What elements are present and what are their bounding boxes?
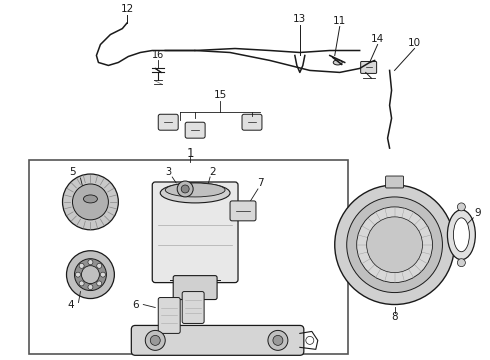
Circle shape xyxy=(79,281,84,286)
FancyBboxPatch shape xyxy=(185,122,205,138)
Ellipse shape xyxy=(453,218,469,252)
Circle shape xyxy=(145,330,165,350)
Text: 4: 4 xyxy=(67,300,74,310)
Text: 14: 14 xyxy=(371,33,384,44)
FancyBboxPatch shape xyxy=(158,298,180,333)
Text: 16: 16 xyxy=(152,50,164,60)
FancyBboxPatch shape xyxy=(386,176,404,188)
FancyBboxPatch shape xyxy=(230,201,256,221)
Ellipse shape xyxy=(83,195,98,203)
Text: 15: 15 xyxy=(214,90,227,100)
Text: 11: 11 xyxy=(333,15,346,26)
Text: 8: 8 xyxy=(391,312,398,323)
Text: 6: 6 xyxy=(132,300,139,310)
Circle shape xyxy=(177,181,193,197)
Circle shape xyxy=(63,174,119,230)
Text: 3: 3 xyxy=(165,167,172,177)
Circle shape xyxy=(73,184,108,220)
Circle shape xyxy=(367,217,422,273)
Ellipse shape xyxy=(333,60,342,65)
Circle shape xyxy=(67,251,114,298)
Circle shape xyxy=(306,336,314,345)
Circle shape xyxy=(81,266,99,284)
Text: 12: 12 xyxy=(121,4,134,14)
FancyBboxPatch shape xyxy=(152,182,238,283)
FancyBboxPatch shape xyxy=(361,62,377,73)
Circle shape xyxy=(97,281,102,286)
Ellipse shape xyxy=(447,210,475,260)
Circle shape xyxy=(268,330,288,350)
FancyBboxPatch shape xyxy=(131,325,304,355)
Text: 7: 7 xyxy=(257,178,263,188)
Text: 2: 2 xyxy=(209,167,216,177)
Circle shape xyxy=(457,259,465,267)
Ellipse shape xyxy=(160,183,230,203)
Circle shape xyxy=(181,185,189,193)
Circle shape xyxy=(347,197,442,293)
Circle shape xyxy=(150,336,160,345)
Circle shape xyxy=(457,203,465,211)
FancyBboxPatch shape xyxy=(242,114,262,130)
FancyBboxPatch shape xyxy=(158,114,178,130)
Bar xyxy=(28,160,348,354)
Circle shape xyxy=(357,207,433,283)
FancyBboxPatch shape xyxy=(173,276,217,300)
Text: 9: 9 xyxy=(474,208,481,218)
Ellipse shape xyxy=(165,183,225,197)
Circle shape xyxy=(79,263,84,268)
Circle shape xyxy=(100,272,105,277)
Text: 5: 5 xyxy=(69,167,76,177)
Circle shape xyxy=(335,185,454,305)
Circle shape xyxy=(88,260,93,265)
FancyBboxPatch shape xyxy=(182,292,204,323)
Circle shape xyxy=(273,336,283,345)
Circle shape xyxy=(74,259,106,291)
Circle shape xyxy=(75,272,80,277)
Circle shape xyxy=(97,263,102,268)
Circle shape xyxy=(88,285,93,289)
Text: 10: 10 xyxy=(408,37,421,48)
Text: 1: 1 xyxy=(186,147,194,159)
Text: 13: 13 xyxy=(293,14,306,24)
